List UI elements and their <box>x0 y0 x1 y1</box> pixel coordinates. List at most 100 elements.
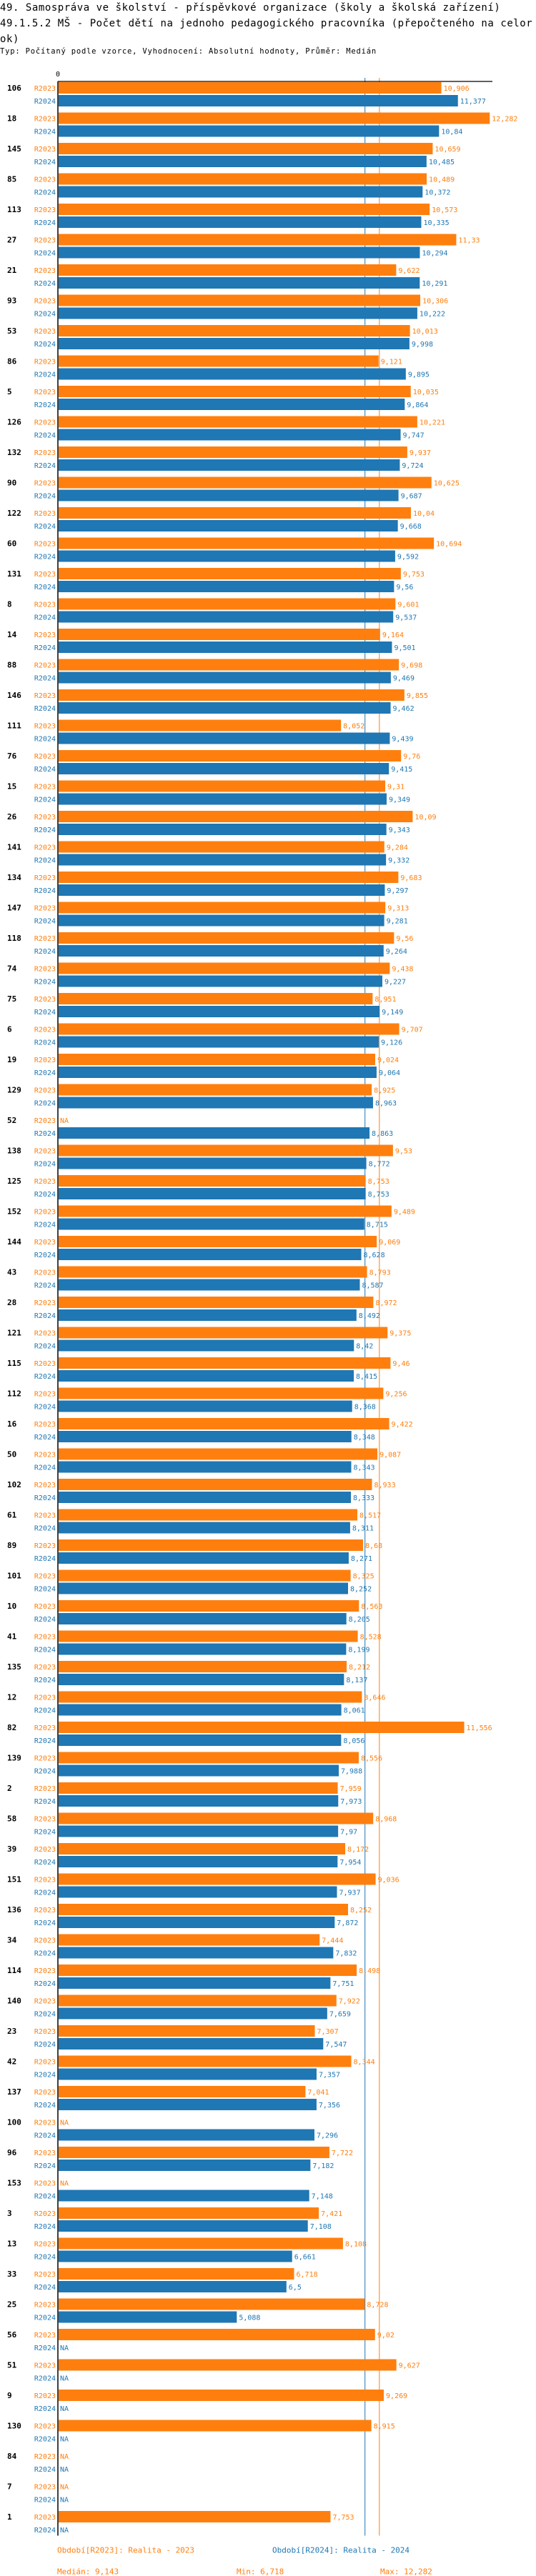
series-label: R2024 <box>34 675 56 683</box>
category-label: 52 <box>7 1116 16 1125</box>
category-label: 60 <box>7 539 16 549</box>
data-label: 8,915 <box>374 2423 395 2431</box>
series-label: R2023 <box>34 2089 56 2097</box>
series-label: R2023 <box>34 1634 56 1642</box>
na-label: NA <box>60 2453 69 2461</box>
series-label: R2024 <box>34 766 56 774</box>
series-label: R2023 <box>34 1573 56 1581</box>
series-label: R2024 <box>34 1252 56 1259</box>
series-label: R2024 <box>34 887 56 895</box>
data-label: 7,547 <box>325 2041 347 2049</box>
series-label: R2024 <box>34 1404 56 1412</box>
category-label: 76 <box>7 752 17 761</box>
data-label: 8,108 <box>345 2241 367 2249</box>
legend-R2023: Období[R2023]: Realita - 2023 <box>57 2546 194 2555</box>
series-label: R2024 <box>34 2223 56 2231</box>
data-label: 6,5 <box>289 2284 302 2292</box>
series-label: R2024 <box>34 129 56 136</box>
data-label: 9,422 <box>392 1421 413 1429</box>
data-label: 7,988 <box>341 1768 362 1776</box>
series-label: R2023 <box>34 2120 56 2127</box>
data-label: 10,306 <box>422 298 448 306</box>
category-label: 89 <box>7 1541 16 1550</box>
bar-R2024 <box>59 2281 287 2292</box>
category-label: 19 <box>7 1055 16 1064</box>
data-label: 10,335 <box>423 219 449 227</box>
series-label: R2023 <box>34 2271 56 2279</box>
bar-R2024 <box>59 2160 311 2171</box>
series-label: R2024 <box>34 1829 56 1837</box>
data-label: 8,587 <box>362 1282 383 1290</box>
bar-R2023 <box>59 1418 389 1429</box>
data-label: 8,137 <box>346 1677 367 1684</box>
series-label: R2024 <box>34 2193 56 2201</box>
category-label: 42 <box>7 2057 16 2067</box>
na-label: NA <box>60 2405 69 2413</box>
category-label: 147 <box>7 904 21 913</box>
bar-R2023 <box>59 325 410 336</box>
category-label: 84 <box>7 2452 17 2461</box>
bar-R2024 <box>59 1400 352 1412</box>
data-label: 9,56 <box>396 935 413 943</box>
na-label: NA <box>60 2180 69 2188</box>
series-label: R2024 <box>34 462 56 470</box>
data-label: 9,724 <box>402 462 423 470</box>
series-label: R2023 <box>34 1057 56 1064</box>
series-label: R2024 <box>34 341 56 349</box>
bar-R2023 <box>59 2025 315 2037</box>
bar-R2024 <box>59 2068 317 2080</box>
bar-R2023 <box>59 598 396 610</box>
data-label: 9,855 <box>407 692 428 700</box>
category-label: 118 <box>7 934 21 943</box>
data-label: 10,906 <box>444 85 470 93</box>
series-label: R2024 <box>34 797 56 804</box>
series-label: R2023 <box>34 2362 56 2370</box>
data-label: 7,356 <box>319 2102 340 2110</box>
data-label: 8,715 <box>367 1222 388 1229</box>
series-label: R2023 <box>34 2150 56 2157</box>
data-label: 10,035 <box>413 389 439 396</box>
bar-R2023 <box>59 82 442 94</box>
bar-R2024 <box>59 1431 352 1442</box>
series-label: R2023 <box>34 1907 56 1914</box>
series-label: R2023 <box>34 2423 56 2431</box>
category-label: 132 <box>7 448 21 457</box>
data-label: 9,281 <box>387 918 408 926</box>
category-label: 6 <box>7 1025 12 1034</box>
bar-R2024 <box>59 1218 364 1230</box>
series-label: R2023 <box>34 1421 56 1429</box>
data-label: 9,069 <box>379 1239 400 1247</box>
data-label: 9,343 <box>389 827 410 834</box>
category-label: 106 <box>7 84 21 93</box>
series-label: R2024 <box>34 1069 56 1077</box>
bar-R2023 <box>59 355 379 367</box>
data-label: 7,108 <box>310 2223 332 2231</box>
data-label: 5,088 <box>239 2315 260 2322</box>
series-label: R2023 <box>34 1482 56 1489</box>
series-label: R2024 <box>34 1009 56 1017</box>
bar-R2023 <box>59 2511 331 2522</box>
data-label: 12,282 <box>492 116 517 124</box>
category-label: 41 <box>7 1632 17 1642</box>
series-label: R2023 <box>34 1269 56 1277</box>
data-label: 9,687 <box>401 493 422 501</box>
category-label: 112 <box>7 1389 21 1399</box>
category-label: 34 <box>7 1936 17 1945</box>
bar-R2024 <box>59 884 385 896</box>
data-label: 9,864 <box>407 401 428 409</box>
bar-R2023 <box>59 1873 376 1885</box>
bar-R2023 <box>59 811 413 822</box>
data-label: 9,269 <box>386 2392 407 2400</box>
data-label: 7,722 <box>332 2150 353 2157</box>
bar-R2024 <box>59 1977 331 1989</box>
bar-R2023 <box>59 1448 378 1460</box>
na-label: NA <box>60 2497 69 2505</box>
data-label: 8,052 <box>343 723 364 731</box>
na-label: NA <box>60 2527 69 2535</box>
category-label: 140 <box>7 1997 21 2006</box>
series-label: R2023 <box>34 1694 56 1702</box>
series-label: R2024 <box>34 189 56 197</box>
data-label: 8,968 <box>375 1816 397 1824</box>
bar-R2023 <box>59 932 394 944</box>
series-label: R2023 <box>34 449 56 457</box>
